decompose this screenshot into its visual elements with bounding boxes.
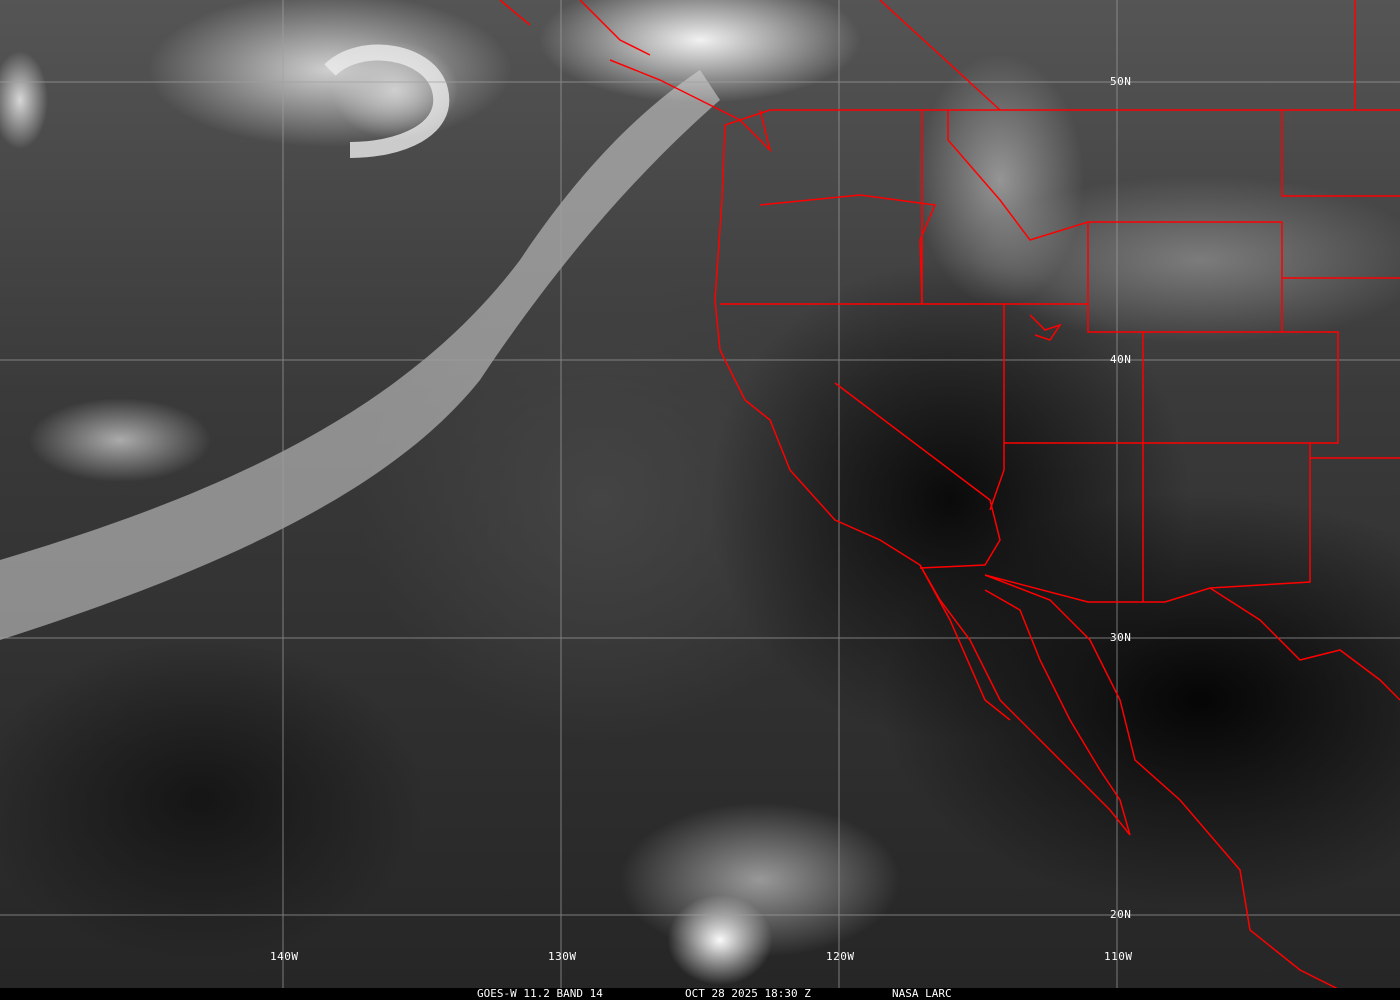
caption-product: GOES-W 11.2 BAND 14 (477, 987, 603, 1000)
lat-label-40n: 40N (1110, 353, 1132, 366)
political-boundaries (499, 0, 1400, 988)
frontal-cloud-band (0, 70, 720, 640)
image-caption-bar: GOES-W 11.2 BAND 14 OCT 28 2025 18:30 Z … (0, 988, 1400, 1000)
caption-datetime: OCT 28 2025 18:30 Z (685, 987, 811, 1000)
caption-source: NASA LARC (892, 987, 952, 1000)
lon-label-140w: 140W (270, 950, 299, 963)
lat-label-20n: 20N (1110, 908, 1132, 921)
lon-label-110w: 110W (1104, 950, 1133, 963)
lat-label-50n: 50N (1110, 75, 1132, 88)
cyclone-swirl (324, 44, 450, 158)
lon-label-130w: 130W (548, 950, 577, 963)
lon-label-120w: 120W (826, 950, 855, 963)
lat-label-30n: 30N (1110, 631, 1132, 644)
